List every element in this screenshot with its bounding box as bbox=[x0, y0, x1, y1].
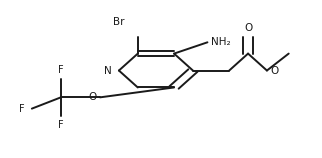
Text: O: O bbox=[88, 92, 97, 102]
Text: NH₂: NH₂ bbox=[211, 37, 231, 47]
Text: F: F bbox=[58, 120, 64, 130]
Text: O: O bbox=[244, 23, 252, 33]
Text: F: F bbox=[19, 104, 24, 114]
Text: Br: Br bbox=[113, 17, 125, 27]
Text: F: F bbox=[58, 65, 64, 75]
Text: O: O bbox=[271, 66, 279, 76]
Text: N: N bbox=[104, 66, 112, 76]
